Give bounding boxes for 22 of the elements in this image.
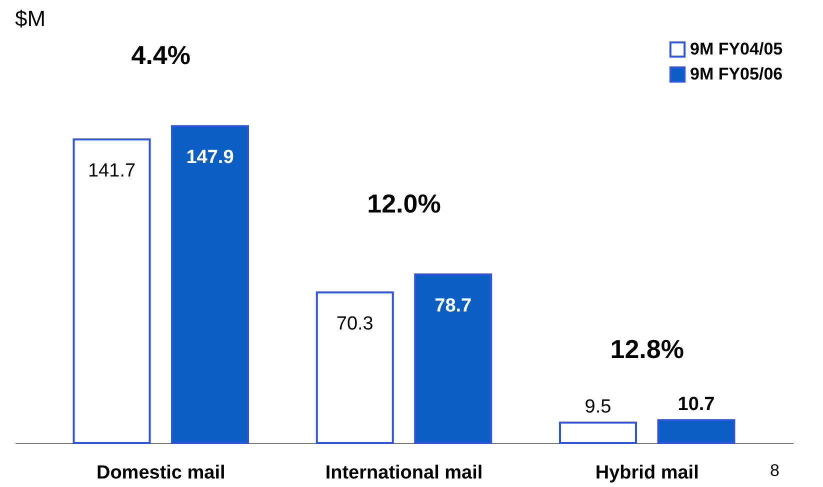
x-tick-label: Hybrid mail [595,462,699,484]
legend-label: 9M FY04/05 [690,40,783,58]
text: 4.4% [131,40,191,70]
x-tick-label: International mail [325,462,483,484]
data-label: 78.7 [434,295,472,316]
data-label: 70.3 [336,313,374,334]
data-label: 9.5 [584,396,612,418]
bar [316,291,394,444]
data-label: 10.7 [678,394,715,416]
bar [170,125,249,444]
bar [72,138,151,444]
data-label: 141.7 [88,160,136,182]
annotation: 12.8% [610,334,684,364]
bar [657,419,736,444]
data-label: 147.9 [186,147,234,168]
bar [414,273,492,444]
legend-label: 9M FY05/06 [690,64,783,84]
y-axis-title: $M [15,6,46,31]
bar [559,422,638,444]
x-tick-label: Domestic mail [96,462,226,484]
annotation: 12.0% [367,188,441,218]
text: 8 [770,461,780,480]
